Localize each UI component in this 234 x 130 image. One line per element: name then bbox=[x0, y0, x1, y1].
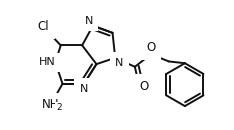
Text: N: N bbox=[84, 16, 93, 26]
Text: N: N bbox=[80, 84, 88, 94]
Text: NH: NH bbox=[42, 98, 60, 111]
Text: N: N bbox=[115, 58, 124, 68]
Text: Cl: Cl bbox=[37, 20, 49, 33]
Text: HN: HN bbox=[39, 57, 55, 67]
Text: O: O bbox=[139, 80, 149, 93]
Text: O: O bbox=[146, 41, 156, 54]
Text: 2: 2 bbox=[56, 103, 62, 112]
